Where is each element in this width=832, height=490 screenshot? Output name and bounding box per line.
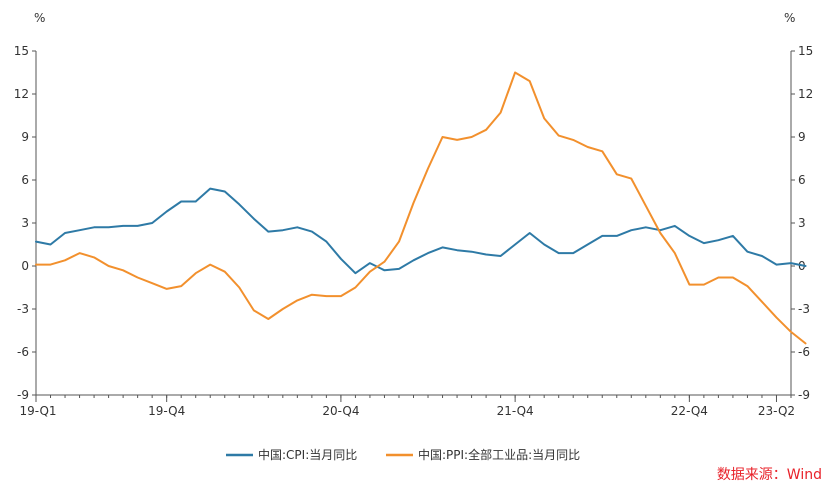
x-tick-label: 21-Q4 [497,404,534,418]
right-axis-unit: % [784,11,795,25]
right-y-tick-label: -9 [798,388,810,402]
right-y-tick-label: 6 [798,173,806,187]
x-tick-label: 23-Q2 [758,404,795,418]
right-y-tick-label: 12 [798,87,813,101]
left-y-ticks: -9 -6 -3 0 3 6 9 12 15 [14,44,36,402]
left-y-tick-label: 6 [21,173,29,187]
left-axis-unit: % [34,11,45,25]
legend: 中国:CPI:当月同比 中国:PPI:全部工业品:当月同比 [226,447,580,462]
right-y-tick-label: 9 [798,130,806,144]
right-y-tick-label: 3 [798,216,806,230]
x-tick-label: 20-Q4 [322,404,359,418]
left-y-tick-label: -6 [17,345,29,359]
left-y-tick-label: -9 [17,388,29,402]
left-y-tick-label: 15 [14,44,29,58]
right-y-tick-label: -3 [798,302,810,316]
right-y-tick-label: -6 [798,345,810,359]
x-tick-label: 19-Q1 [19,404,56,418]
left-y-tick-label: 0 [21,259,29,273]
series-lines [35,71,807,345]
ppi-line [35,71,807,345]
x-tick-label: 19-Q4 [148,404,185,418]
x-tick-label: 22-Q4 [671,404,708,418]
legend-label-ppi: 中国:PPI:全部工业品:当月同比 [418,447,580,462]
data-source: 数据来源：Wind [717,467,822,483]
cpi-line [35,187,807,275]
left-y-tick-label: -3 [17,302,29,316]
x-ticks: 19-Q1 19-Q4 20-Q4 21-Q4 22-Q4 23-Q2 [19,395,795,418]
right-y-tick-label: 15 [798,44,813,58]
legend-label-cpi: 中国:CPI:当月同比 [258,447,357,462]
left-y-tick-label: 9 [21,130,29,144]
left-y-tick-label: 12 [14,87,29,101]
left-y-tick-label: 3 [21,216,29,230]
